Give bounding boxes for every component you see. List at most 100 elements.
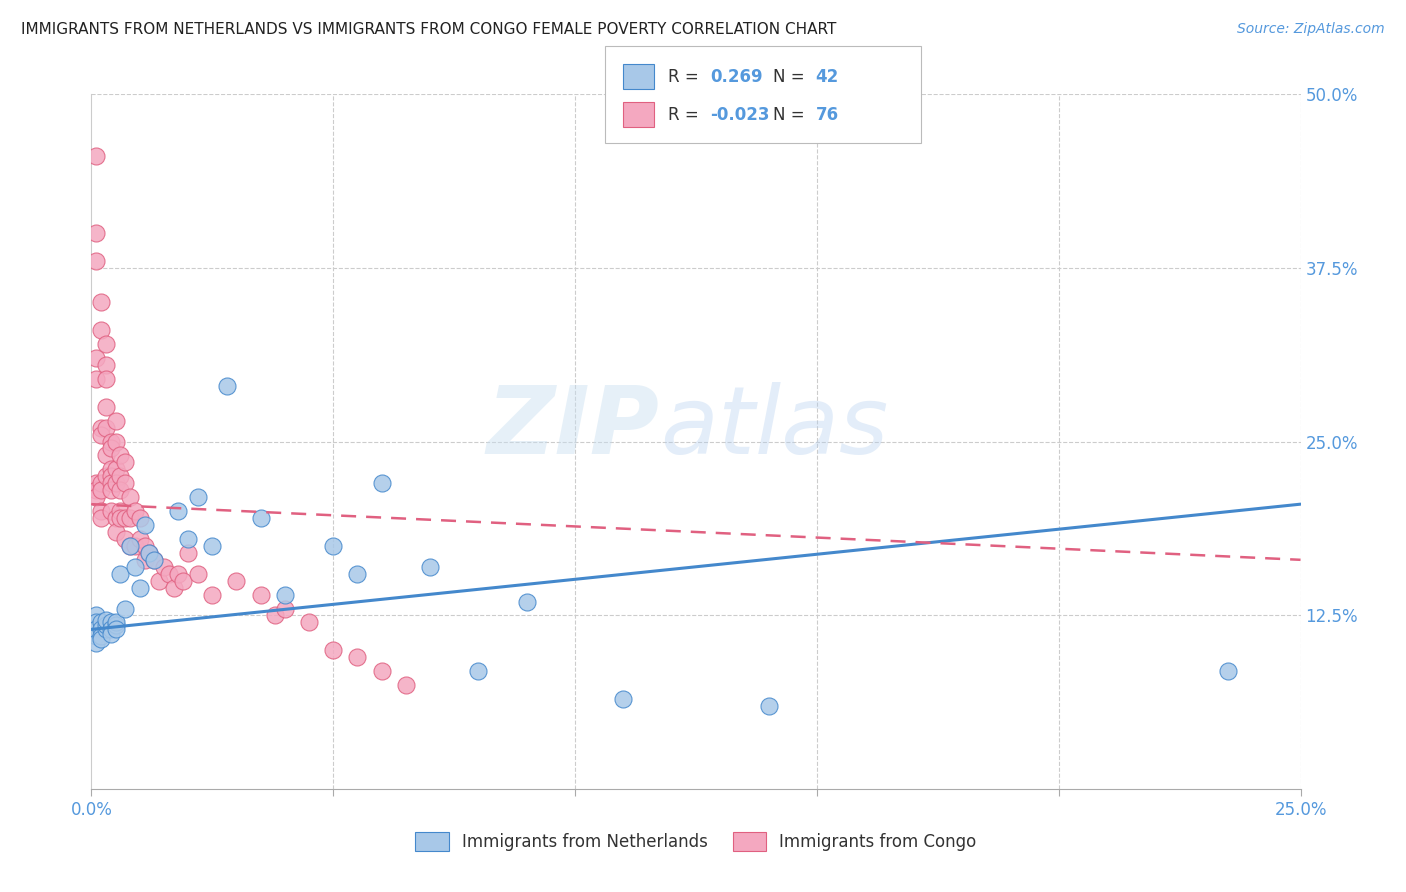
Point — [84, 476, 107, 491]
Point — [104, 414, 127, 428]
Point — [143, 553, 166, 567]
Point — [90, 420, 112, 434]
Text: IMMIGRANTS FROM NETHERLANDS VS IMMIGRANTS FROM CONGO FEMALE POVERTY CORRELATION : IMMIGRANTS FROM NETHERLANDS VS IMMIGRANT… — [21, 22, 837, 37]
Point — [346, 566, 368, 581]
Text: N =: N = — [773, 68, 810, 86]
Point — [143, 553, 166, 567]
Point — [124, 559, 146, 574]
Point — [395, 678, 418, 692]
Point — [90, 504, 112, 518]
Point — [100, 434, 122, 449]
Point — [134, 553, 156, 567]
Text: 0.269: 0.269 — [710, 68, 762, 86]
Point — [104, 524, 127, 539]
Point — [167, 566, 190, 581]
Point — [94, 372, 117, 386]
Point — [114, 476, 136, 491]
Point — [100, 442, 122, 456]
Point — [322, 539, 344, 553]
Point — [110, 511, 132, 525]
Point — [1216, 664, 1239, 678]
Point — [84, 490, 107, 504]
Point — [128, 532, 150, 546]
Point — [187, 490, 209, 504]
Point — [128, 581, 150, 595]
Point — [120, 511, 142, 525]
Point — [110, 483, 132, 498]
Point — [298, 615, 321, 630]
Point — [104, 511, 127, 525]
Point — [100, 626, 122, 640]
Point — [104, 623, 127, 637]
Point — [84, 483, 107, 498]
Point — [419, 559, 441, 574]
Point — [138, 546, 160, 560]
Point — [172, 574, 194, 588]
Point — [177, 546, 200, 560]
Point — [100, 623, 122, 637]
Text: 42: 42 — [815, 68, 839, 86]
Text: -0.023: -0.023 — [710, 105, 769, 124]
Point — [370, 476, 392, 491]
Point — [114, 601, 136, 615]
Point — [94, 420, 117, 434]
Point — [90, 295, 112, 310]
Point — [187, 566, 209, 581]
Point — [249, 588, 271, 602]
Point — [124, 504, 146, 518]
Point — [201, 539, 224, 553]
Point — [120, 539, 142, 553]
Text: atlas: atlas — [659, 382, 889, 473]
Point — [84, 351, 107, 365]
Point — [157, 566, 180, 581]
Point — [134, 539, 156, 553]
Point — [100, 504, 122, 518]
Legend: Immigrants from Netherlands, Immigrants from Congo: Immigrants from Netherlands, Immigrants … — [409, 825, 983, 857]
Point — [90, 629, 112, 643]
Point — [90, 427, 112, 442]
Point — [177, 532, 200, 546]
Point — [120, 539, 142, 553]
Point — [84, 623, 107, 637]
Point — [104, 618, 127, 632]
Point — [274, 588, 297, 602]
Point — [104, 434, 127, 449]
Point — [249, 511, 271, 525]
Point — [114, 455, 136, 469]
Point — [84, 149, 107, 163]
Text: N =: N = — [773, 105, 810, 124]
Point — [114, 532, 136, 546]
Point — [346, 650, 368, 665]
Point — [90, 483, 112, 498]
Point — [84, 253, 107, 268]
Point — [612, 692, 634, 706]
Point — [90, 476, 112, 491]
Point — [104, 476, 127, 491]
Point — [100, 483, 122, 498]
Point — [104, 615, 127, 630]
Point — [201, 588, 224, 602]
Point — [90, 511, 112, 525]
Point — [153, 559, 176, 574]
Point — [100, 469, 122, 483]
Point — [90, 615, 112, 630]
Point — [110, 449, 132, 463]
Point — [264, 608, 287, 623]
Text: 76: 76 — [815, 105, 838, 124]
Point — [110, 566, 132, 581]
Point — [84, 608, 107, 623]
Point — [225, 574, 247, 588]
Point — [110, 469, 132, 483]
Point — [100, 615, 122, 630]
Point — [100, 476, 122, 491]
Point — [84, 372, 107, 386]
Point — [120, 490, 142, 504]
Point — [110, 504, 132, 518]
Point — [215, 379, 238, 393]
Point — [322, 643, 344, 657]
Point — [758, 698, 780, 713]
Point — [84, 615, 107, 630]
Point — [84, 226, 107, 240]
Point — [274, 601, 297, 615]
Point — [94, 337, 117, 351]
